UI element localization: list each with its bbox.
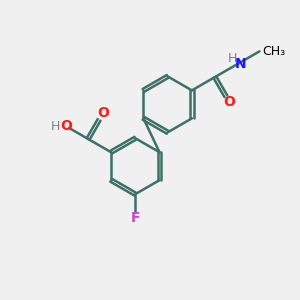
- Text: CH₃: CH₃: [262, 45, 285, 58]
- Text: O: O: [223, 95, 235, 109]
- Text: N: N: [234, 57, 246, 71]
- Text: H: H: [51, 120, 60, 133]
- Text: O: O: [60, 119, 72, 133]
- Text: H: H: [228, 52, 237, 65]
- Text: F: F: [130, 211, 140, 225]
- Text: O: O: [97, 106, 109, 121]
